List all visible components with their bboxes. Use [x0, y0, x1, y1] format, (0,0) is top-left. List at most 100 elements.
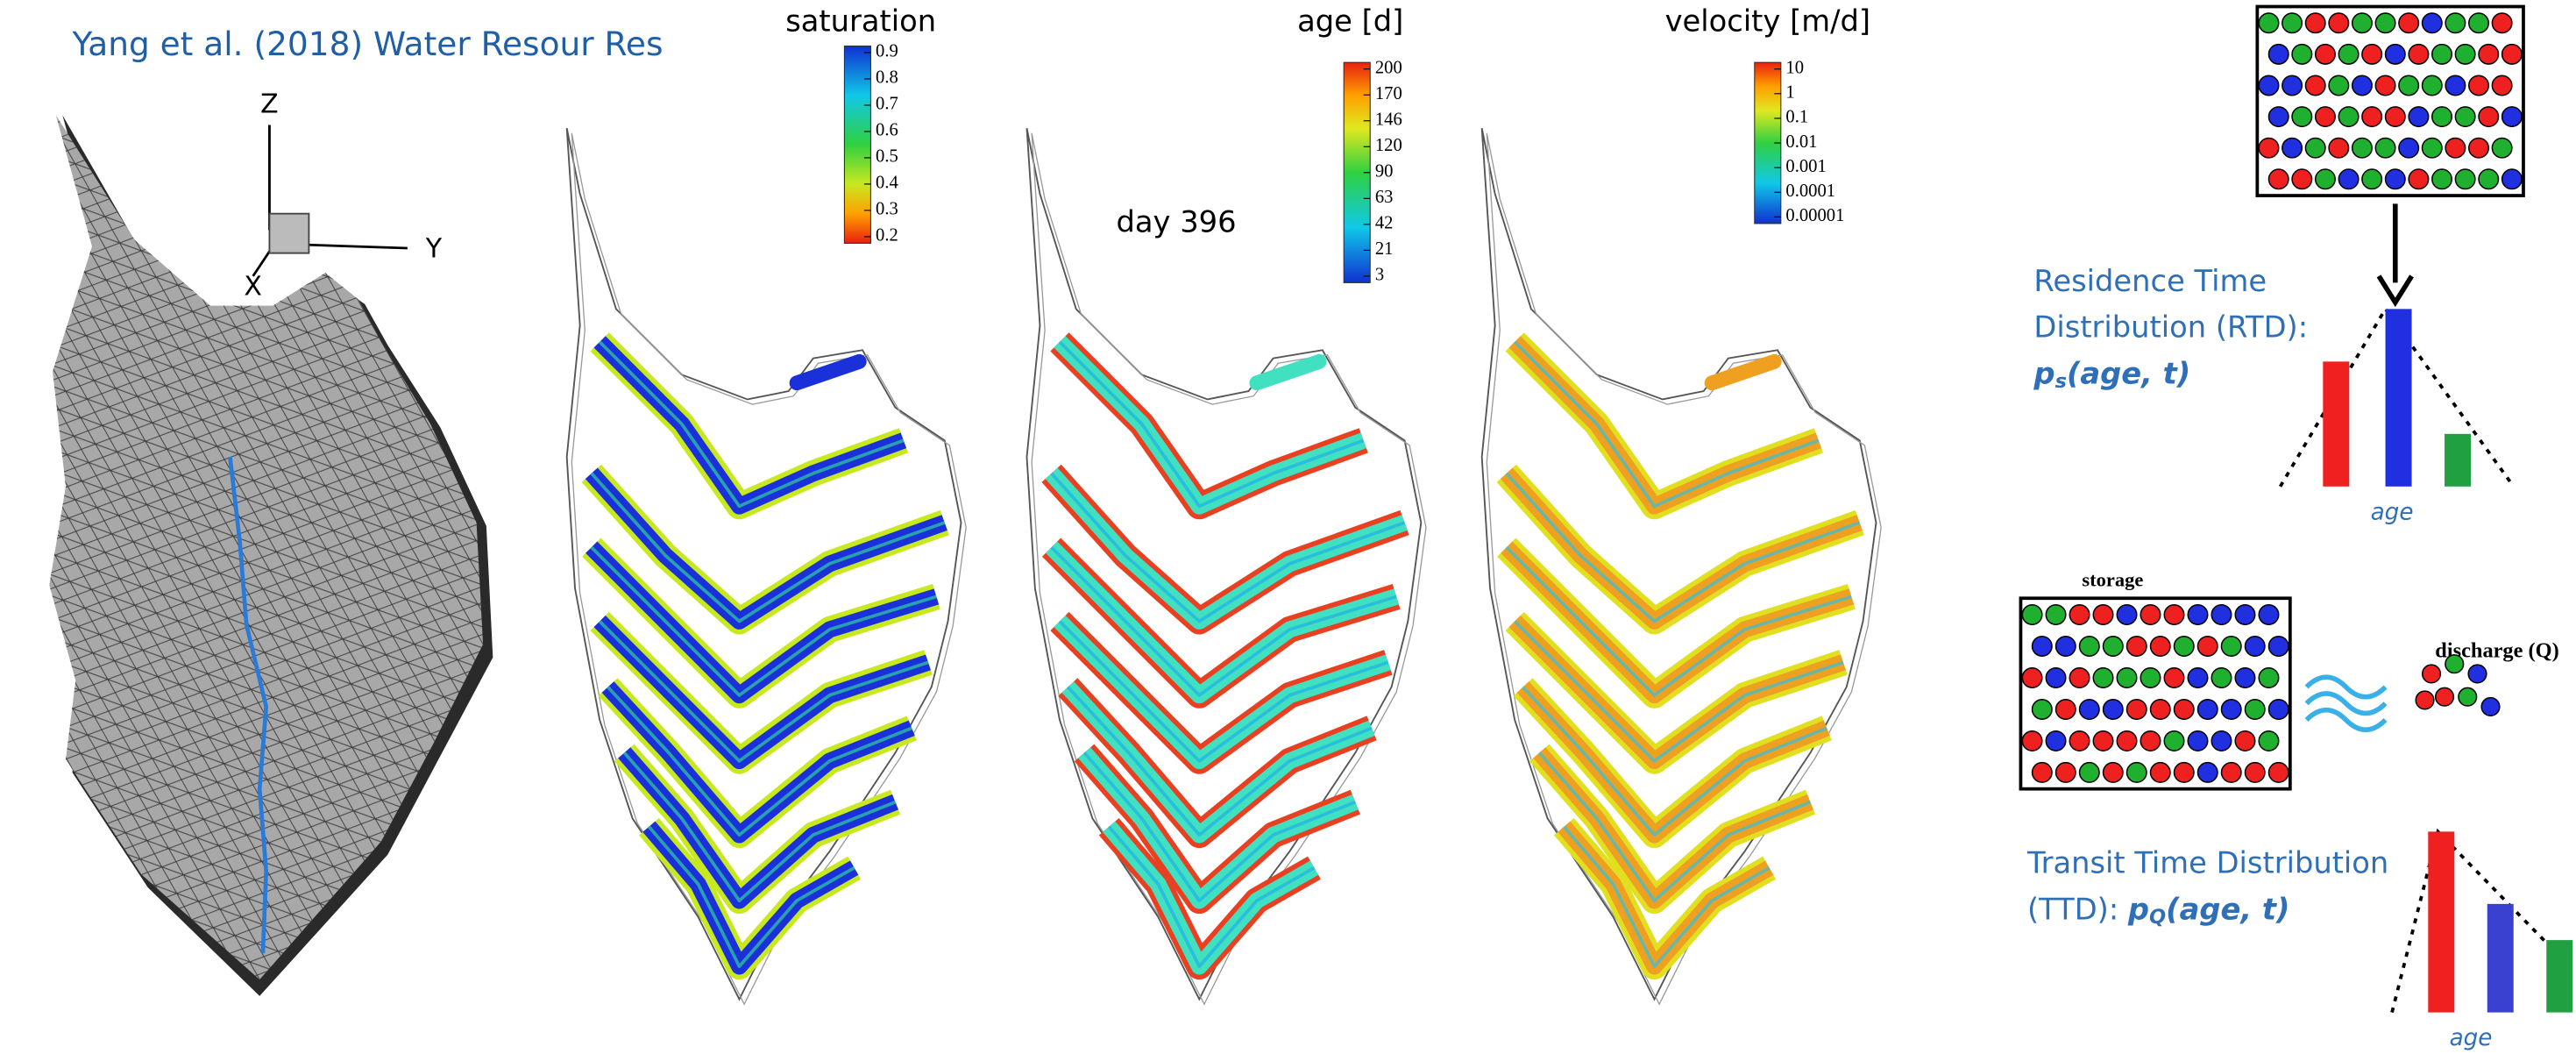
particle [2398, 12, 2420, 34]
particle [2351, 75, 2373, 96]
particle [2220, 761, 2242, 783]
particle [2021, 730, 2043, 751]
particle [2304, 137, 2326, 159]
particle [2102, 635, 2124, 657]
colorbar-label: 0.8 [876, 68, 898, 88]
particle [2258, 75, 2280, 96]
panel-title: saturation [785, 4, 936, 39]
particle [2220, 635, 2242, 657]
particle [2478, 106, 2500, 128]
particle [2281, 12, 2303, 34]
colorbar-label: 0.01 [1785, 132, 1817, 152]
particle [2491, 75, 2513, 96]
distribution-schematic: Residence Time Distribution (RTD): ps(ag… [2019, 4, 2574, 1051]
particle [2501, 106, 2523, 128]
particle [2173, 761, 2195, 783]
particle [2149, 761, 2171, 783]
particle [2384, 106, 2406, 128]
particle [2187, 603, 2209, 625]
ttd-bar [2487, 903, 2514, 1013]
axis-label: Z [260, 89, 279, 119]
particle [2220, 698, 2242, 720]
particle [2021, 603, 2043, 625]
particle [2267, 43, 2289, 65]
symbol: p [2127, 892, 2149, 926]
particle [2361, 106, 2383, 128]
ttd-label: (TTD): pQ(age, t) [2027, 892, 2289, 928]
axis-y [309, 243, 408, 250]
particle [2431, 106, 2453, 128]
panel-title: age [d] [1297, 4, 1403, 39]
particle [2021, 666, 2043, 688]
mesh-edges [49, 115, 484, 980]
particle [2478, 43, 2500, 65]
particle [2281, 75, 2303, 96]
colorbar-label: 0.3 [876, 200, 898, 219]
particle [2211, 666, 2232, 688]
catchment-panel [1025, 128, 1427, 1006]
colorbar-label: 63 [1375, 188, 1394, 207]
band-inner [1058, 620, 1389, 763]
particle [2421, 12, 2443, 34]
mesh-view: Z Y X [49, 89, 493, 996]
rtd-bar [2445, 433, 2472, 487]
particle [2468, 75, 2490, 96]
particle [2078, 698, 2100, 720]
rtd-formula: ps(age, t) [2033, 356, 2190, 392]
particle [2196, 635, 2218, 657]
particle [2338, 106, 2360, 128]
band-inner [1522, 686, 1827, 837]
particle [2102, 698, 2124, 720]
subscript: Q [2149, 905, 2166, 928]
particle [2314, 106, 2336, 128]
colorbar-label: 0.2 [876, 226, 898, 246]
particle [2421, 75, 2443, 96]
particle [2361, 168, 2383, 190]
particle [2258, 137, 2280, 159]
args: (age, t) [2067, 356, 2190, 390]
colorbar-label: 42 [1375, 214, 1394, 233]
particle [2478, 168, 2500, 190]
stream [228, 456, 269, 954]
particle [2187, 730, 2209, 751]
particle [2458, 687, 2478, 707]
particle [2092, 666, 2114, 688]
particle [2267, 168, 2289, 190]
band-inner [598, 340, 905, 509]
particle [2454, 43, 2476, 65]
colorbar [843, 45, 871, 244]
storage-box [2019, 596, 2292, 791]
colorbar-label: 10 [1785, 58, 1804, 77]
particle [2408, 106, 2430, 128]
storage-label: storage [2082, 569, 2143, 591]
particle [2304, 75, 2326, 96]
particle [2031, 635, 2053, 657]
particle [2351, 12, 2373, 34]
storage-box [2255, 4, 2525, 197]
particle [2149, 698, 2171, 720]
args: (age, t) [2166, 892, 2289, 926]
band-inner [607, 686, 912, 837]
particle [2234, 666, 2256, 688]
particle [2374, 75, 2396, 96]
particle [2140, 666, 2161, 688]
panel-title: velocity [m/d] [1665, 4, 1870, 39]
citation: Yang et al. (2018) Water Resour Res [72, 25, 664, 63]
particle [2291, 106, 2313, 128]
particle [2314, 168, 2336, 190]
particle [2125, 698, 2147, 720]
ttd-curve [2390, 828, 2574, 1014]
colorbar-label: 146 [1375, 110, 1402, 129]
particle [2421, 137, 2443, 159]
band-inner [1537, 751, 1812, 903]
colorbar-label: 0.9 [876, 42, 898, 61]
band-inner [598, 620, 929, 763]
particle [2398, 75, 2420, 96]
ttd-prefix: (TTD): [2027, 892, 2128, 926]
particle [2431, 43, 2453, 65]
particle [2244, 761, 2266, 783]
band-inner [1505, 472, 1861, 623]
band-inner [1058, 340, 1365, 509]
colorbar-label: 0.1 [1785, 108, 1808, 127]
